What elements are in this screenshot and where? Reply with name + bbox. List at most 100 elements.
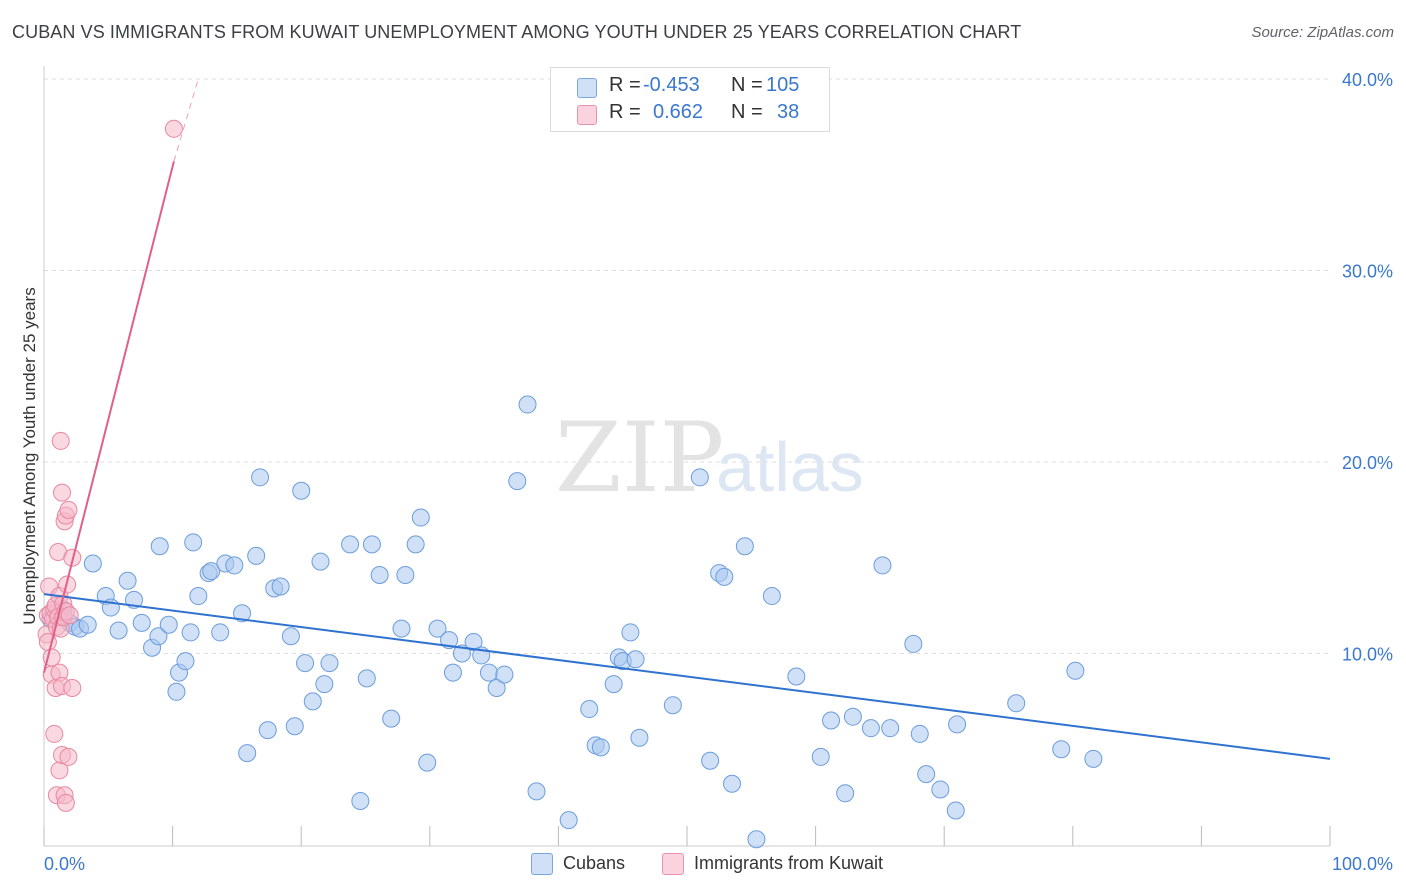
cubans-point [904, 634, 923, 653]
cubans-point [251, 468, 270, 487]
legend-label-kuwait: Immigrants from Kuwait [694, 853, 884, 873]
cubans-point [247, 546, 266, 565]
cubans-point [723, 774, 742, 793]
cubans-point [580, 700, 599, 719]
cubans-point [1084, 749, 1103, 768]
cubans-point [159, 615, 178, 634]
kuwait-point [45, 724, 64, 743]
cubans-point [184, 533, 203, 552]
cubans-point [258, 721, 277, 740]
cubans-point [948, 715, 967, 734]
kuwait-point [51, 431, 70, 450]
cubans-point [292, 481, 311, 500]
kuwait-point [59, 747, 78, 766]
y-tick-label: 30.0% [1342, 262, 1393, 282]
trend-lines [43, 78, 1331, 760]
kuwait-point [164, 119, 183, 138]
cubans-point [370, 565, 389, 584]
watermark: ZIP atlas [555, 402, 864, 514]
cubans-point [150, 537, 169, 556]
legend-swatch-kuwait [577, 105, 597, 125]
cubans-point [176, 652, 195, 671]
y-tick-label: 10.0% [1342, 645, 1393, 665]
cubans-point [917, 765, 936, 784]
kuwait-trend-extension [173, 78, 199, 162]
cubans-trend-line [43, 593, 1331, 760]
cubans-point [281, 627, 300, 646]
cubans-point [296, 654, 315, 673]
cubans-point [357, 669, 376, 688]
cubans-point [320, 654, 339, 673]
cubans-point [233, 604, 252, 623]
cubans-point [181, 623, 200, 642]
cubans-point [822, 711, 841, 730]
correlation-legend: R = -0.453 N = 105 R = 0.662 N = 38 [550, 67, 830, 132]
cubans-point [747, 830, 766, 849]
cubans-point [881, 719, 900, 738]
cubans-point [132, 613, 151, 632]
cubans-point [118, 571, 137, 590]
legend-row-cubans: R = -0.453 N = 105 [551, 74, 829, 100]
kuwait-point [60, 606, 79, 625]
cubans-point [382, 709, 401, 728]
cubans-point [78, 615, 97, 634]
kuwait-point [56, 793, 75, 812]
chart-title: CUBAN VS IMMIGRANTS FROM KUWAIT UNEMPLOY… [12, 22, 1022, 42]
legend-r-label: R = [609, 101, 641, 123]
cubans-point [351, 791, 370, 810]
x-tick-label-min: 0.0% [44, 854, 85, 874]
cubans-point [715, 567, 734, 586]
legend-label-cubans: Cubans [563, 853, 626, 873]
cubans-point [202, 562, 221, 581]
cubans-point [559, 811, 578, 830]
cubans-point [464, 633, 483, 652]
cubans-point [303, 692, 322, 711]
cubans-point [621, 623, 640, 642]
cubans-point [690, 468, 709, 487]
cubans-point [479, 663, 498, 682]
legend-swatch-cubans [577, 78, 597, 98]
legend-r-value: -0.453 [643, 74, 700, 96]
y-axis-label: Unemployment Among Youth under 25 years [20, 287, 39, 624]
cubans-point [1066, 661, 1085, 680]
source-label: Source: ZipAtlas.com [1251, 24, 1394, 41]
cubans-point [396, 565, 415, 584]
legend-n-value: 38 [777, 101, 800, 123]
cubans-point [1052, 740, 1071, 759]
legend-row-kuwait: R = 0.662 N = 38 [551, 101, 829, 127]
cubans-point [527, 782, 546, 801]
cubans-point [311, 552, 330, 571]
cubans-point [149, 627, 168, 646]
cubans-point [109, 621, 128, 640]
cubans-point [873, 556, 892, 575]
y-tick-label: 40.0% [1342, 70, 1393, 90]
axes [43, 66, 1331, 847]
cubans-point [762, 587, 781, 606]
cubans-point [836, 784, 855, 803]
cubans-point [341, 535, 360, 554]
cubans-point [418, 753, 437, 772]
kuwait-points [37, 119, 183, 812]
kuwait-point [59, 500, 78, 519]
legend-swatch-kuwait [662, 853, 684, 875]
legend-swatch-cubans [531, 853, 553, 875]
cubans-point [701, 751, 720, 770]
cubans-point [946, 801, 965, 820]
cubans-point [604, 675, 623, 694]
legend-r-label: R = [609, 74, 641, 96]
watermark-zip: ZIP [555, 402, 724, 514]
legend-n-label: N = [731, 101, 763, 123]
cubans-point [931, 780, 950, 799]
cubans-point [861, 719, 880, 738]
cubans-point [440, 631, 459, 650]
x-tick-label-max: 100.0% [1332, 854, 1393, 874]
cubans-point [1007, 694, 1026, 713]
cubans-point [630, 728, 649, 747]
legend-n-label: N = [731, 74, 763, 96]
cubans-point [238, 744, 257, 763]
legend-n-value: 105 [766, 74, 800, 96]
cubans-point [910, 724, 929, 743]
y-tick-label: 20.0% [1342, 453, 1393, 473]
cubans-point [663, 696, 682, 715]
